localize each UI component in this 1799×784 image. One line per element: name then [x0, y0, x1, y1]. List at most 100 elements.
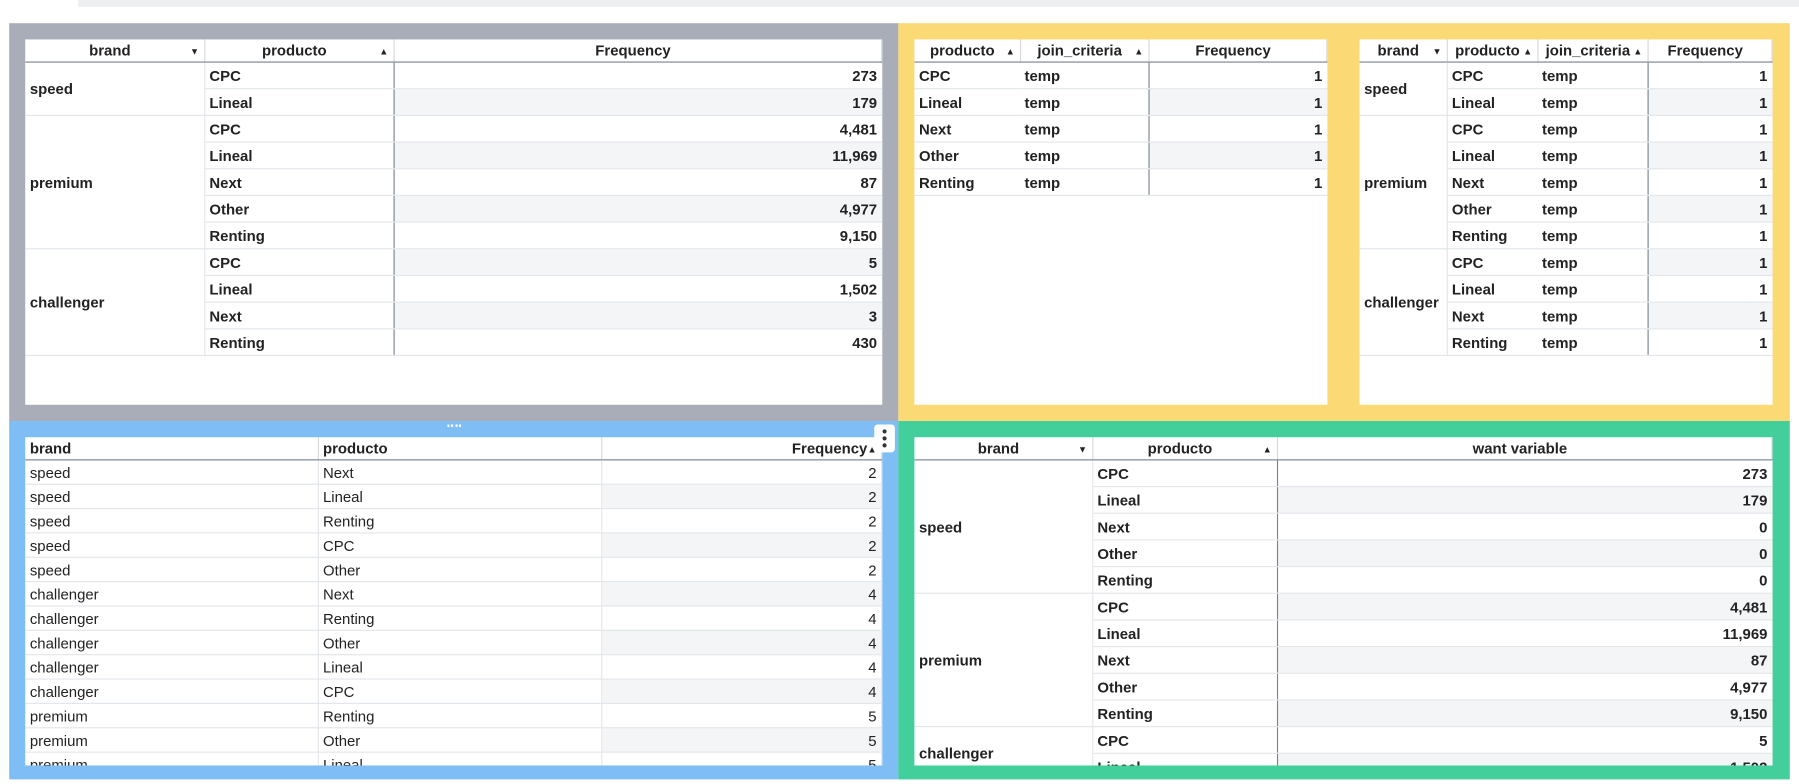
cell: 5 [601, 727, 883, 753]
row: Next temp 1 [914, 115, 1327, 143]
cell: Lineal [204, 275, 394, 303]
menu-icon[interactable] [874, 424, 895, 453]
row: Next 87 [25, 168, 882, 197]
row: Lineal 11,969 [25, 142, 882, 170]
cell: CPC [317, 679, 602, 704]
cell: temp [1537, 275, 1648, 303]
column-header[interactable]: Frequency [601, 437, 883, 461]
cell: speed [25, 484, 319, 510]
column-header[interactable]: Frequency [1148, 39, 1328, 63]
row: challenger Other 4 [25, 630, 883, 656]
cell: 5 [601, 752, 883, 766]
cell: Other [914, 142, 1020, 170]
row: Lineal temp 1 [1360, 275, 1773, 303]
cell: 1 [1646, 88, 1773, 116]
column-header[interactable]: Frequency [393, 39, 883, 63]
cell: 4,977 [392, 195, 882, 223]
column-header[interactable]: want variable [1276, 437, 1773, 461]
cell: 0 [1276, 566, 1773, 594]
cell: 1 [1147, 88, 1327, 116]
column-header[interactable]: brand [25, 437, 319, 461]
cell: CPC [204, 62, 394, 90]
cell: speed [25, 557, 319, 583]
row: Renting 430 [25, 328, 882, 357]
cell: 1 [1646, 328, 1773, 357]
column-header[interactable]: producto [317, 437, 602, 461]
table: productojoin_criteriaFrequencyCPCtemp1Li… [914, 39, 1328, 197]
row: premium Other 5 [25, 727, 883, 753]
row: Renting 0 [914, 566, 1773, 594]
cell: Lineal [914, 88, 1020, 116]
cell: Renting [317, 605, 602, 631]
cell: speed [25, 532, 319, 558]
column-header[interactable]: brand [914, 437, 1093, 461]
cell: 4 [601, 679, 883, 704]
table-header: brandproductojoin_criteriaFrequency [1359, 39, 1773, 63]
cell: 1 [1646, 168, 1773, 197]
cell: 4 [601, 605, 883, 631]
cell: 1,502 [392, 275, 882, 303]
table: brandproductojoin_criteriaFrequencyspeed… [1359, 39, 1773, 357]
row: speed Other 2 [25, 557, 883, 583]
row: challenger CPC 5 [25, 248, 882, 357]
row: speed Next 2 [25, 459, 883, 485]
header-row: productojoin_criteriaFrequency [914, 39, 1328, 63]
cell: Next [1092, 513, 1277, 541]
cell: Lineal [317, 752, 602, 766]
column-header[interactable]: producto [204, 39, 395, 63]
cell: Lineal [1446, 142, 1538, 170]
cell: 1 [1147, 115, 1327, 143]
cell: 87 [392, 168, 882, 197]
cell: CPC [1092, 593, 1277, 621]
cell: 9,150 [392, 222, 882, 250]
column-header[interactable]: brand [1359, 39, 1448, 63]
cell: temp [1019, 62, 1149, 90]
cell: CPC [1092, 726, 1277, 754]
row: Lineal 179 [25, 88, 882, 116]
column-header[interactable]: join_criteria [1537, 39, 1649, 63]
cell: 5 [601, 703, 883, 729]
cell: 1 [1646, 302, 1773, 330]
group-cell: speed [914, 459, 1093, 594]
row: Other 4,977 [25, 195, 882, 223]
cell: premium [25, 752, 319, 766]
cell: 1 [1147, 62, 1327, 90]
resize-handle[interactable] [447, 424, 462, 431]
column-header[interactable]: producto [1446, 39, 1538, 63]
cell: Other [1092, 673, 1277, 701]
table-body: speed CPC temp 1 Lineal temp 1 premium CPC temp 1 L… [1359, 62, 1773, 357]
cell: 273 [1276, 459, 1773, 488]
column-header[interactable]: producto [1092, 437, 1278, 461]
cell: CPC [317, 532, 602, 558]
column-header[interactable]: brand [25, 39, 205, 63]
cell: 3 [392, 302, 882, 330]
cell: 1 [1147, 142, 1327, 170]
column-header[interactable]: join_criteria [1019, 39, 1150, 63]
cell: challenger [25, 679, 319, 704]
cell: 0 [1276, 513, 1773, 541]
cell: 5 [392, 248, 882, 277]
row: speed Lineal 2 [25, 484, 883, 510]
group-cell: challenger [25, 248, 205, 357]
cell: temp [1537, 142, 1648, 170]
cell: 87 [1276, 646, 1773, 674]
cell: 273 [392, 62, 882, 90]
column-header[interactable]: producto [914, 39, 1021, 63]
cell: CPC [1092, 459, 1277, 488]
row: premium CPC 4,481 [914, 593, 1773, 728]
column-header[interactable]: Frequency [1647, 39, 1773, 63]
table: brandproductoFrequencyspeedNext2speedLin… [25, 437, 883, 766]
cell: Lineal [1092, 619, 1277, 648]
cell: challenger [25, 581, 319, 607]
cell: 1,502 [1276, 753, 1773, 766]
cell: CPC [1446, 248, 1538, 277]
cell: Next [204, 302, 394, 330]
row: Lineal 11,969 [914, 619, 1773, 648]
cell: Renting [914, 168, 1020, 197]
cell: 2 [601, 532, 883, 558]
row: Next temp 1 [1360, 302, 1773, 330]
